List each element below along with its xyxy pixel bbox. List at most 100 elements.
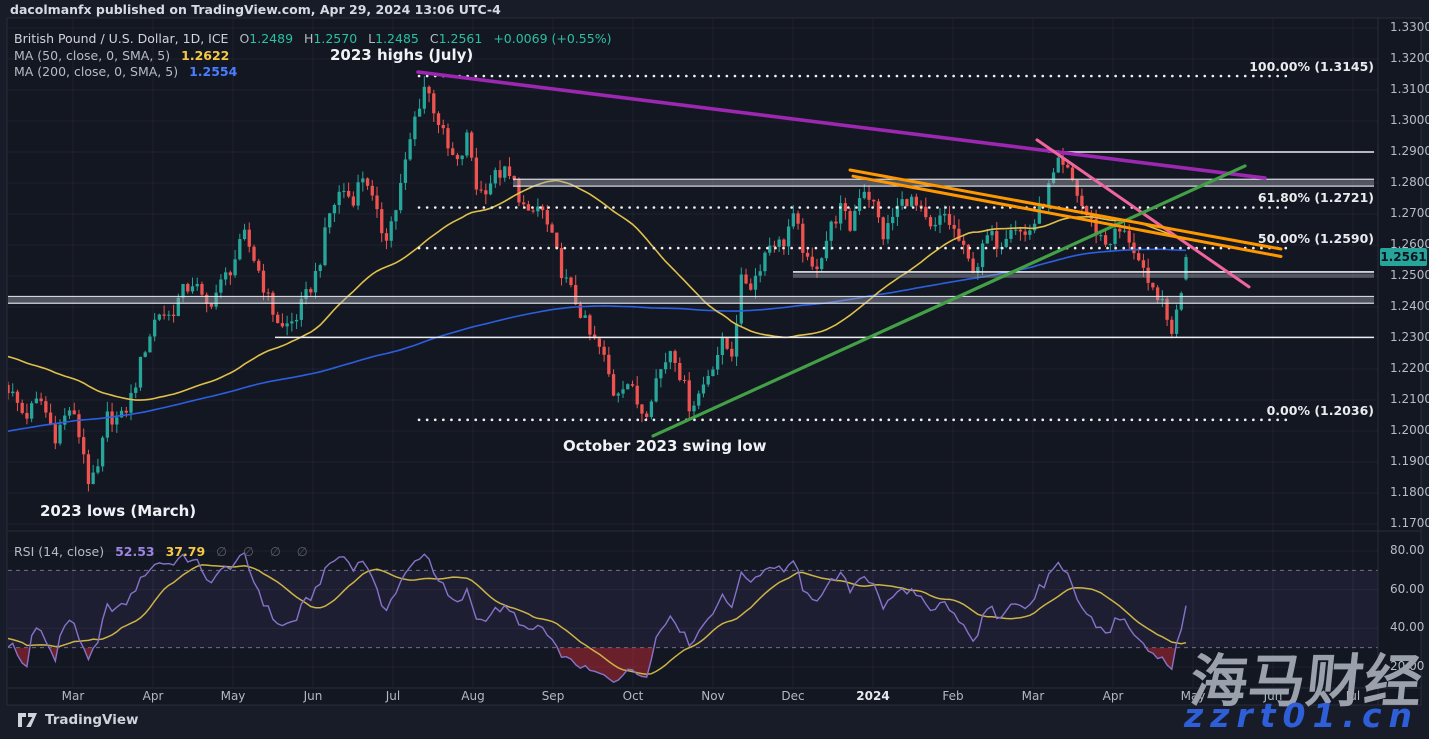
- rsi-axis-tick[interactable]: 60.00: [1390, 581, 1425, 596]
- price-axis-tick[interactable]: 1.1700: [1390, 516, 1429, 530]
- price-axis-tick[interactable]: 1.3000: [1390, 113, 1429, 127]
- rsi-legend[interactable]: RSI (14, close) 52.53 37.79 ∅ ∅ ∅ ∅: [14, 544, 314, 559]
- candle: [758, 271, 762, 276]
- candle: [838, 203, 843, 224]
- candle: [91, 472, 95, 485]
- candle: [1118, 228, 1122, 232]
- price-axis-tick[interactable]: 1.1900: [1390, 454, 1429, 468]
- tradingview-logo[interactable]: TradingView: [18, 712, 139, 728]
- candle: [190, 286, 195, 292]
- candle: [933, 224, 937, 227]
- candle: [124, 410, 128, 413]
- candle: [422, 86, 426, 109]
- time-axis-label[interactable]: Jun: [1263, 689, 1283, 703]
- ohlc-close-label: C: [429, 31, 439, 46]
- fibonacci-retracement[interactable]: [417, 74, 1288, 422]
- horizontal-level-band[interactable]: [793, 273, 1374, 278]
- candle: [290, 321, 294, 324]
- candle: [952, 224, 956, 229]
- candle: [351, 196, 356, 206]
- candle: [8, 384, 10, 394]
- ohlc-open-value: 1.2489: [249, 31, 294, 46]
- candle: [602, 346, 606, 355]
- candle: [294, 319, 299, 322]
- candle: [654, 378, 658, 402]
- price-axis-tick[interactable]: 1.3100: [1390, 82, 1429, 96]
- candle: [129, 392, 133, 413]
- candle: [848, 211, 852, 231]
- candle: [692, 405, 696, 412]
- time-axis-label[interactable]: 2024: [856, 689, 890, 703]
- price-axis-tick[interactable]: 1.2600: [1390, 237, 1429, 251]
- time-axis-label[interactable]: Mar: [1021, 689, 1045, 703]
- price-axis-tick[interactable]: 1.1800: [1390, 485, 1429, 499]
- time-axis-label[interactable]: Apr: [142, 689, 164, 703]
- candle: [876, 201, 881, 218]
- rsi-axis-tick[interactable]: 80.00: [1390, 543, 1425, 557]
- candle: [309, 289, 313, 293]
- candle: [1099, 235, 1103, 237]
- candle: [730, 348, 734, 357]
- candle: [58, 424, 62, 444]
- ma50-legend[interactable]: MA (50, close, 0, SMA, 5) 1.2622: [14, 48, 229, 63]
- symbol-legend[interactable]: British Pound / U.S. Dollar, 1D, ICE O1.…: [14, 31, 611, 46]
- candle: [881, 217, 885, 240]
- trendline-green[interactable]: [651, 164, 1247, 438]
- price-axis-tick[interactable]: 1.2300: [1390, 330, 1429, 344]
- time-axis-label[interactable]: Sep: [541, 689, 565, 703]
- time-axis-label[interactable]: Nov: [701, 689, 725, 703]
- time-axis-label[interactable]: Feb: [942, 689, 964, 703]
- rsi-axis-tick[interactable]: 20.00: [1390, 658, 1425, 673]
- price-axis-tick[interactable]: 1.2000: [1390, 423, 1429, 437]
- candle: [493, 170, 497, 184]
- ma200-legend[interactable]: MA (200, close, 0, SMA, 5) 1.2554: [14, 64, 237, 79]
- candle: [469, 132, 474, 158]
- time-axis-label[interactable]: May: [220, 689, 246, 703]
- candle: [115, 417, 119, 425]
- trendline-purple[interactable]: [416, 70, 1267, 180]
- candle: [555, 232, 559, 248]
- candle: [697, 393, 701, 406]
- time-axis-label[interactable]: Jul: [385, 689, 401, 703]
- candle: [488, 183, 493, 195]
- trendline-orange[interactable]: [851, 174, 1283, 258]
- candle: [768, 245, 772, 253]
- candle: [238, 239, 242, 260]
- time-axis-label[interactable]: Jul: [1345, 689, 1361, 703]
- time-axis-label[interactable]: Dec: [781, 689, 805, 703]
- candle: [924, 206, 928, 218]
- trendline-orange[interactable]: [848, 168, 1283, 251]
- candle: [67, 410, 72, 416]
- candle: [1184, 257, 1188, 280]
- price-axis-tick[interactable]: 1.2200: [1390, 361, 1429, 375]
- time-axis-label[interactable]: Aug: [461, 689, 485, 703]
- time-axis-label[interactable]: Oct: [622, 689, 644, 703]
- rsi-value: 52.53: [115, 544, 155, 559]
- rsi-axis-tick[interactable]: 40.00: [1390, 620, 1425, 635]
- price-axis-tick[interactable]: 1.2400: [1390, 299, 1429, 313]
- price-axis-tick[interactable]: 1.2800: [1390, 175, 1429, 189]
- candle: [119, 410, 124, 418]
- price-axis-tick[interactable]: 1.2700: [1390, 206, 1429, 220]
- candle: [328, 213, 332, 228]
- change-value: +0.0069 (+0.55%): [493, 31, 612, 46]
- time-axis-label[interactable]: Jun: [303, 689, 323, 703]
- ohlc-open-label: O: [239, 31, 250, 46]
- candle: [138, 356, 143, 388]
- price-axis-tick[interactable]: 1.2900: [1390, 144, 1429, 158]
- price-axis-tick[interactable]: 1.3300: [1390, 20, 1429, 34]
- trendlines[interactable]: [416, 70, 1283, 438]
- time-axis-label[interactable]: May: [1180, 689, 1206, 703]
- candle: [261, 270, 266, 293]
- horizontal-level-band[interactable]: [8, 296, 1374, 304]
- price-axis-tick[interactable]: 1.2500: [1390, 268, 1429, 282]
- price-axis-tick[interactable]: 1.3200: [1390, 51, 1429, 65]
- time-axis-label[interactable]: Mar: [61, 689, 85, 703]
- price-axis-tick[interactable]: 1.2100: [1390, 392, 1429, 406]
- time-axis-label[interactable]: Apr: [1102, 689, 1124, 703]
- candle: [11, 391, 15, 394]
- candle: [370, 185, 374, 196]
- horizontal-level-band[interactable]: [513, 179, 1374, 187]
- candle: [167, 314, 171, 316]
